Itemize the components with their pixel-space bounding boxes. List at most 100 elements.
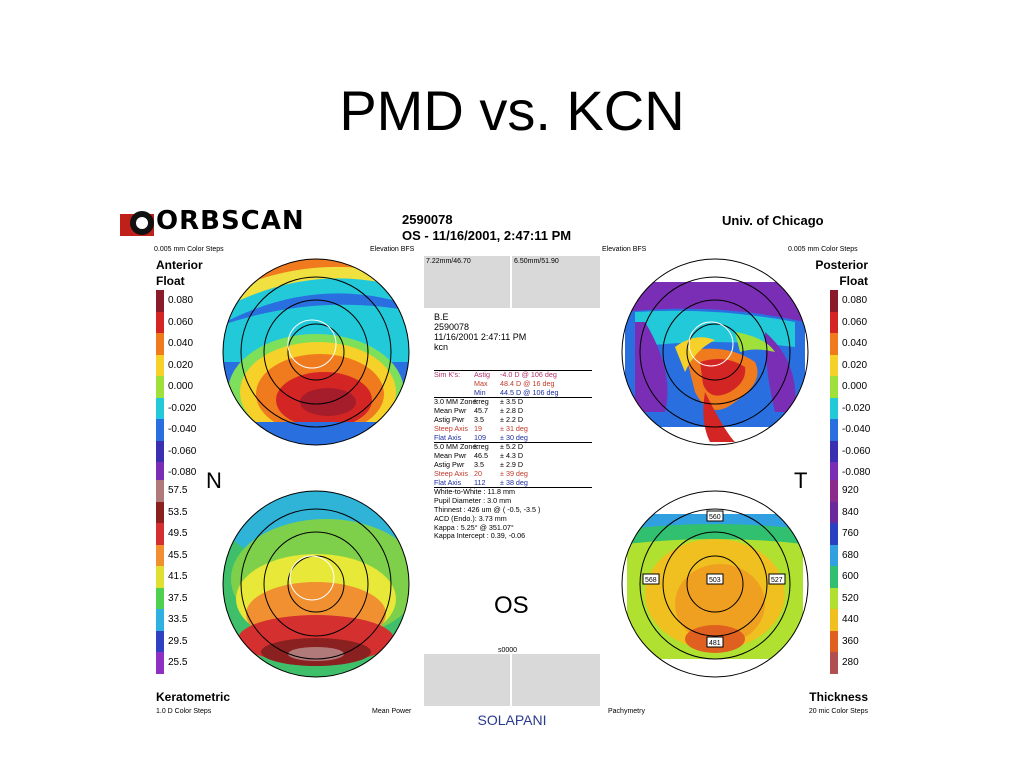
scale-swatch	[156, 609, 164, 631]
patient-block: B.E 2590078 11/16/2001 2:47:11 PM kcn	[434, 312, 526, 352]
posterior-float-map	[621, 258, 809, 446]
index-cell: ± 3.5 D	[500, 397, 524, 407]
scale-step: -0.040	[156, 419, 196, 441]
index-misc-line: Kappa : 5.25° @ 351.07°	[434, 522, 514, 532]
slide-footer: SOLAPANI	[477, 712, 547, 728]
index-cell	[434, 389, 474, 398]
scale-swatch	[830, 566, 838, 588]
thickness-scale: 920 840 760 680 600 520 440 360 280	[830, 480, 859, 674]
scale-label: -0.020	[168, 402, 197, 414]
scale-step: 33.5	[156, 609, 187, 631]
scale-label: 0.060	[168, 316, 194, 328]
scale-swatch	[830, 609, 838, 631]
index-cell	[434, 380, 474, 389]
posterior-steps: 0.005 mm Color Steps	[788, 246, 858, 253]
scale-step: -0.060	[156, 440, 197, 462]
thickness-value: 503	[709, 577, 721, 584]
scale-label: 0.000	[842, 381, 868, 393]
posterior-title: Posterior	[815, 258, 868, 272]
index-row: 3.0 MM Zone: Irreg ± 3.5 D	[434, 398, 592, 407]
anterior-subtitle: Float	[156, 274, 185, 288]
scale-swatch	[830, 290, 838, 312]
index-misc-line: Thinnest : 426 um @ ( -0.5, -3.5 )	[434, 504, 541, 514]
index-row: Mean Pwr 46.5 ± 4.3 D	[434, 451, 592, 461]
keratometric-ref: Mean Power	[372, 708, 412, 715]
index-row: Steep Axis 19 ± 31 deg	[434, 423, 592, 434]
bottom-box-right	[512, 654, 600, 706]
scale-step: 0.040	[156, 333, 196, 355]
index-cell: ± 2.9 D	[500, 459, 524, 469]
scale-label: 33.5	[168, 614, 188, 626]
thickness-value: 568	[645, 577, 657, 584]
scale-step: 280	[830, 652, 859, 674]
scale-label: 600	[842, 571, 859, 583]
index-cell: 19	[474, 423, 482, 433]
index-cell: Flat Axis	[434, 432, 462, 442]
index-cell: 3.0 MM Zone:	[434, 397, 479, 407]
scale-step: 0.020	[830, 354, 870, 376]
index-row: Flat Axis 109 ± 30 deg	[434, 432, 592, 443]
index-cell: 46.5	[474, 451, 488, 461]
scale-swatch	[830, 311, 838, 333]
scale-label: 0.040	[842, 338, 868, 350]
scale-step: 0.080	[156, 290, 196, 312]
posterior-ref: Elevation BFS	[602, 246, 647, 253]
scale-step: 520	[830, 587, 859, 609]
scale-step: -0.020	[156, 397, 197, 419]
scale-step: 360	[830, 630, 859, 652]
scale-step: 0.060	[830, 311, 870, 333]
scale-label: 37.5	[168, 592, 188, 604]
scale-step: 600	[830, 566, 859, 588]
scale-swatch	[156, 587, 164, 609]
scale-step: 920	[830, 480, 859, 502]
scale-step: 840	[830, 501, 859, 523]
scale-label: 0.020	[842, 359, 868, 371]
scale-swatch	[830, 462, 838, 484]
patient-exam-date: 11/16/2001 2:47:11 PM	[434, 332, 527, 342]
index-cell: 45.7	[474, 406, 488, 416]
scale-label: -0.060	[168, 445, 197, 457]
index-cell: Astig	[474, 370, 490, 379]
index-cell: ± 2.2 D	[500, 414, 524, 424]
exam-info: OS - 11/16/2001, 2:47:11 PM	[402, 228, 572, 243]
scale-swatch	[830, 354, 838, 376]
institution: Univ. of Chicago	[722, 213, 824, 228]
scale-swatch	[156, 544, 164, 566]
scale-step: 29.5	[156, 630, 187, 652]
index-cell: 3.5	[474, 414, 484, 424]
scale-step: 25.5	[156, 652, 187, 674]
scale-label: -0.040	[842, 424, 871, 436]
keratometric-map	[222, 490, 410, 678]
scale-swatch	[830, 397, 838, 419]
scale-swatch	[156, 480, 164, 502]
index-row: Mean Pwr 45.7 ± 2.8 D	[434, 406, 592, 416]
scale-swatch	[156, 354, 164, 376]
scale-swatch	[830, 419, 838, 441]
indices-table: Sim K's: Astig -4.0 D @ 106 deg Max 48.4 D @…	[434, 370, 592, 541]
scale-label: 25.5	[168, 657, 188, 669]
index-misc-line: White-to-White : 11.8 mm	[434, 487, 515, 497]
index-cell: -4.0 D @ 106 deg	[500, 370, 557, 379]
scale-swatch	[156, 440, 164, 462]
index-misc-line: Pupil Diameter : 3.0 mm	[434, 496, 512, 506]
scale-swatch	[156, 397, 164, 419]
scale-label: 680	[842, 549, 859, 561]
index-cell: 44.5 D @ 106 deg	[500, 387, 559, 397]
bfs-left-value: 7.22mm/46.70	[426, 258, 471, 265]
scale-label: -0.080	[168, 467, 197, 479]
index-cell: Steep Axis	[434, 468, 468, 478]
scale-label: -0.080	[842, 467, 871, 479]
anterior-steps: 0.005 mm Color Steps	[154, 246, 224, 253]
scale-label: 0.040	[168, 338, 194, 350]
scale-step: 0.000	[156, 376, 196, 398]
scale-step: 49.5	[156, 523, 187, 545]
index-row: Flat Axis 112 ± 38 deg	[434, 478, 592, 488]
anterior-scale: 0.080 0.060 0.040 0.020 0.000 -0.020 -0.040 -0.…	[156, 290, 196, 484]
scale-swatch	[156, 376, 164, 398]
scale-step: 760	[830, 523, 859, 545]
thickness-value: 527	[771, 577, 783, 584]
scale-label: 0.000	[168, 381, 194, 393]
scale-label: 360	[842, 635, 859, 647]
posterior-scale: 0.080 0.060 0.040 0.020 0.000 -0.020 -0.040 -0.…	[830, 290, 870, 484]
scale-label: 440	[842, 614, 859, 626]
